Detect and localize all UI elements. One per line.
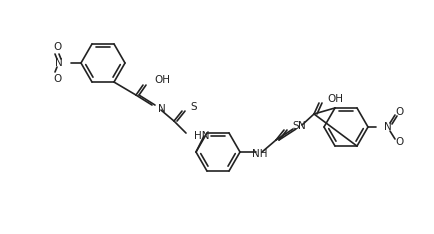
Text: S: S [292,121,299,131]
Text: O: O [53,42,61,52]
Text: N: N [298,121,306,131]
Text: O: O [53,74,61,84]
Text: OH: OH [154,75,170,85]
Text: HN: HN [194,131,210,141]
Text: O: O [395,137,403,147]
Text: N: N [158,104,166,114]
Text: O: O [395,107,403,117]
Text: S: S [190,102,197,112]
Text: NH: NH [252,149,267,159]
Text: N: N [55,58,63,68]
Text: N: N [384,122,392,132]
Text: OH: OH [327,94,343,104]
